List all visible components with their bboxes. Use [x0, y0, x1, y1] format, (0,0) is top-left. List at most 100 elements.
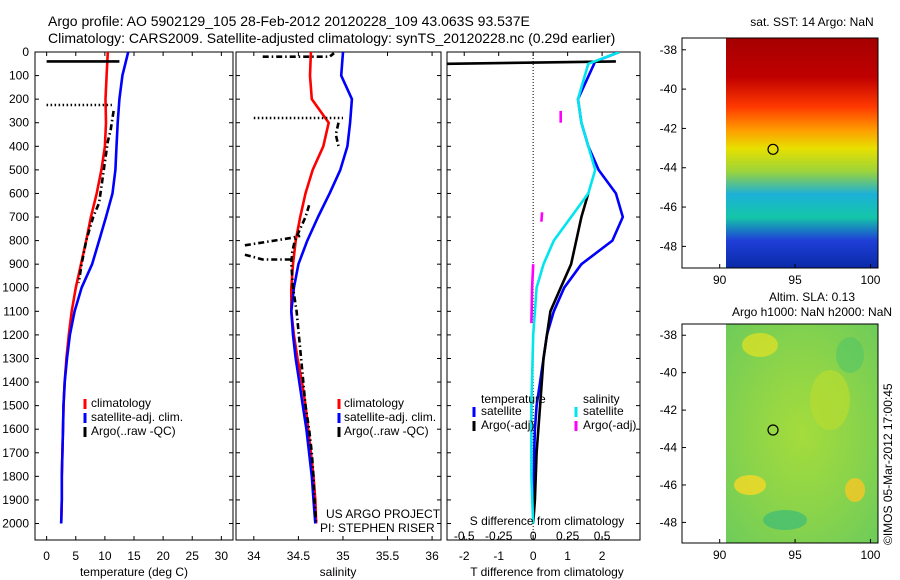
- map-x-tick-label: 90: [713, 548, 727, 562]
- sla-anomaly-patch: [734, 475, 766, 495]
- sla-map-land-mask: [682, 324, 726, 543]
- x-tick-label: 1: [564, 549, 571, 563]
- salinity-xlabel: salinity: [320, 565, 357, 579]
- x-tick-label: 25: [186, 549, 200, 563]
- depth-tick-label: 1900: [2, 493, 29, 507]
- difference-xlabel: T difference from climatology: [470, 565, 624, 579]
- project-note-line-2: PI: STEPHEN RISER: [320, 521, 435, 535]
- map-y-tick-label: -42: [660, 121, 678, 135]
- series-salinity-argo-adj: [530, 264, 535, 324]
- sla-map-axes: 90 95 100 -38 -40 -42 -44 -46 -48: [660, 328, 881, 562]
- map-x-tick-label: 100: [860, 273, 880, 287]
- x-tick-label: 5: [72, 549, 79, 563]
- x-tick-label: 0: [43, 549, 50, 563]
- depth-tick-label: 1200: [2, 328, 29, 342]
- legend-climatology: climatology: [91, 396, 151, 410]
- map-y-tick-label: -44: [660, 441, 678, 455]
- temperature-axes: 0 5 10 15 20 25 30: [43, 52, 228, 563]
- temperature-plot: [46, 52, 130, 524]
- difference-top-ticks: -0.5 -0.25 0 0.25 0.5: [454, 529, 611, 543]
- depth-tick-label: 500: [9, 163, 29, 177]
- x-tick-label: 15: [127, 549, 141, 563]
- map-y-tick-label: -48: [660, 515, 678, 529]
- series-temperature-argo-adj: [531, 193, 590, 524]
- sst-map-title: sat. SST: 14 Argo: NaN: [750, 15, 873, 29]
- difference-xlabel-top: S difference from climatology: [470, 514, 625, 528]
- series-argo-raw-qc: [244, 253, 292, 261]
- series-temperature-argo-adj: [447, 60, 616, 66]
- series-climatology: [59, 52, 110, 524]
- temperature-xlabel: temperature (deg C): [80, 565, 188, 579]
- depth-tick-label: 1700: [2, 446, 29, 460]
- salinity-legend: climatology satellite-adj. clim. Argo(..…: [320, 396, 441, 535]
- sla-map-frame: [681, 323, 879, 544]
- x-tick-label: 30: [215, 549, 229, 563]
- x-tick-label: 2: [599, 549, 606, 563]
- x-tick-label: 36: [425, 549, 439, 563]
- map-y-tick-label: -48: [660, 239, 678, 253]
- depth-axis: 0 100 200 300 400 500 600 700 800 900 1000 1100 1200…: [2, 45, 640, 530]
- x-tick-label: 0: [530, 549, 537, 563]
- sst-map-frame: [681, 37, 879, 269]
- depth-tick-label: 1500: [2, 399, 29, 413]
- legend-satellite: satellite-adj. clim.: [91, 410, 183, 424]
- series-temperature-satellite: [531, 52, 625, 500]
- x-tick-label: 34.5: [287, 549, 311, 563]
- side-stamp: ©IMOS 05-Mar-2012 17:00:45: [881, 383, 895, 545]
- legend-salinity-title: salinity: [583, 392, 620, 406]
- depth-tick-label: 1100: [3, 304, 29, 318]
- map-x-tick-label: 95: [788, 273, 802, 287]
- sst-map: 90 95 100 -38 -40 -42 -44 -46 -48: [660, 37, 881, 287]
- depth-tick-label: 1400: [2, 375, 29, 389]
- series-argo-raw-qc: [289, 204, 318, 524]
- top-tick-label: 0.25: [556, 529, 580, 543]
- argo-position-marker: [767, 424, 779, 436]
- legend-temp-satellite: satellite: [481, 404, 522, 418]
- x-tick-label: -1: [493, 549, 504, 563]
- temperature-legend: climatology satellite-adj. clim. Argo(..…: [83, 396, 183, 438]
- depth-tick-label: 1000: [2, 281, 29, 295]
- legend-satellite: satellite-adj. clim.: [344, 410, 436, 424]
- top-tick-label: -0.5: [454, 529, 475, 543]
- sla-anomaly-patch: [836, 337, 864, 373]
- sla-map-title-2: Argo h1000: NaN h2000: NaN: [732, 305, 892, 319]
- series-salinity-argo-adj: [540, 212, 544, 222]
- depth-tick-label: 1300: [2, 351, 29, 365]
- map-y-tick-label: -42: [660, 403, 678, 417]
- x-tick-label: 35.5: [376, 549, 400, 563]
- sst-field: [726, 38, 878, 268]
- x-tick-label: 35: [336, 549, 350, 563]
- depth-tick-label: 200: [9, 92, 29, 106]
- depth-tick-label: 300: [9, 116, 29, 130]
- map-y-tick-label: -46: [660, 200, 678, 214]
- depth-tick-label: 800: [9, 234, 29, 248]
- series-argo-raw-qc: [244, 234, 301, 247]
- depth-tick-label: 100: [9, 69, 29, 83]
- legend-temperature-title: temperature: [481, 392, 546, 406]
- x-tick-label: 34: [247, 549, 261, 563]
- sla-anomaly-patch: [763, 510, 807, 530]
- legend-argo: Argo(..raw -QC): [344, 424, 429, 438]
- map-y-tick-label: -44: [660, 161, 678, 175]
- x-tick-label: -2: [459, 549, 470, 563]
- series-satellite-adj-clim: [59, 52, 130, 524]
- temperature-panel-frame: [34, 51, 234, 541]
- map-x-tick-label: 100: [860, 548, 880, 562]
- map-y-tick-label: -38: [660, 328, 678, 342]
- title-line-1: Argo profile: AO 5902129_105 28-Feb-2012…: [48, 13, 530, 29]
- difference-legend: temperature satellite Argo(-adj) salinit…: [472, 392, 636, 432]
- x-tick-label: 10: [98, 549, 112, 563]
- salinity-panel-frame: [235, 51, 442, 541]
- legend-sal-argo: Argo(-adj): [583, 418, 636, 432]
- difference-panel-frame: [446, 51, 641, 541]
- legend-climatology: climatology: [344, 396, 404, 410]
- title-line-2: Climatology: CARS2009. Satellite-adjuste…: [48, 30, 615, 46]
- legend-sal-satellite: satellite: [583, 404, 624, 418]
- sst-map-axes: 90 95 100 -38 -40 -42 -44 -46 -48: [660, 43, 881, 287]
- depth-tick-label: 400: [9, 139, 29, 153]
- sla-anomaly-patch: [810, 370, 850, 430]
- sst-map-land-mask: [682, 38, 726, 268]
- legend-temp-argo: Argo(-adj): [481, 418, 534, 432]
- legend-argo: Argo(..raw -QC): [91, 424, 176, 438]
- series-argo-raw-qc: [334, 122, 340, 147]
